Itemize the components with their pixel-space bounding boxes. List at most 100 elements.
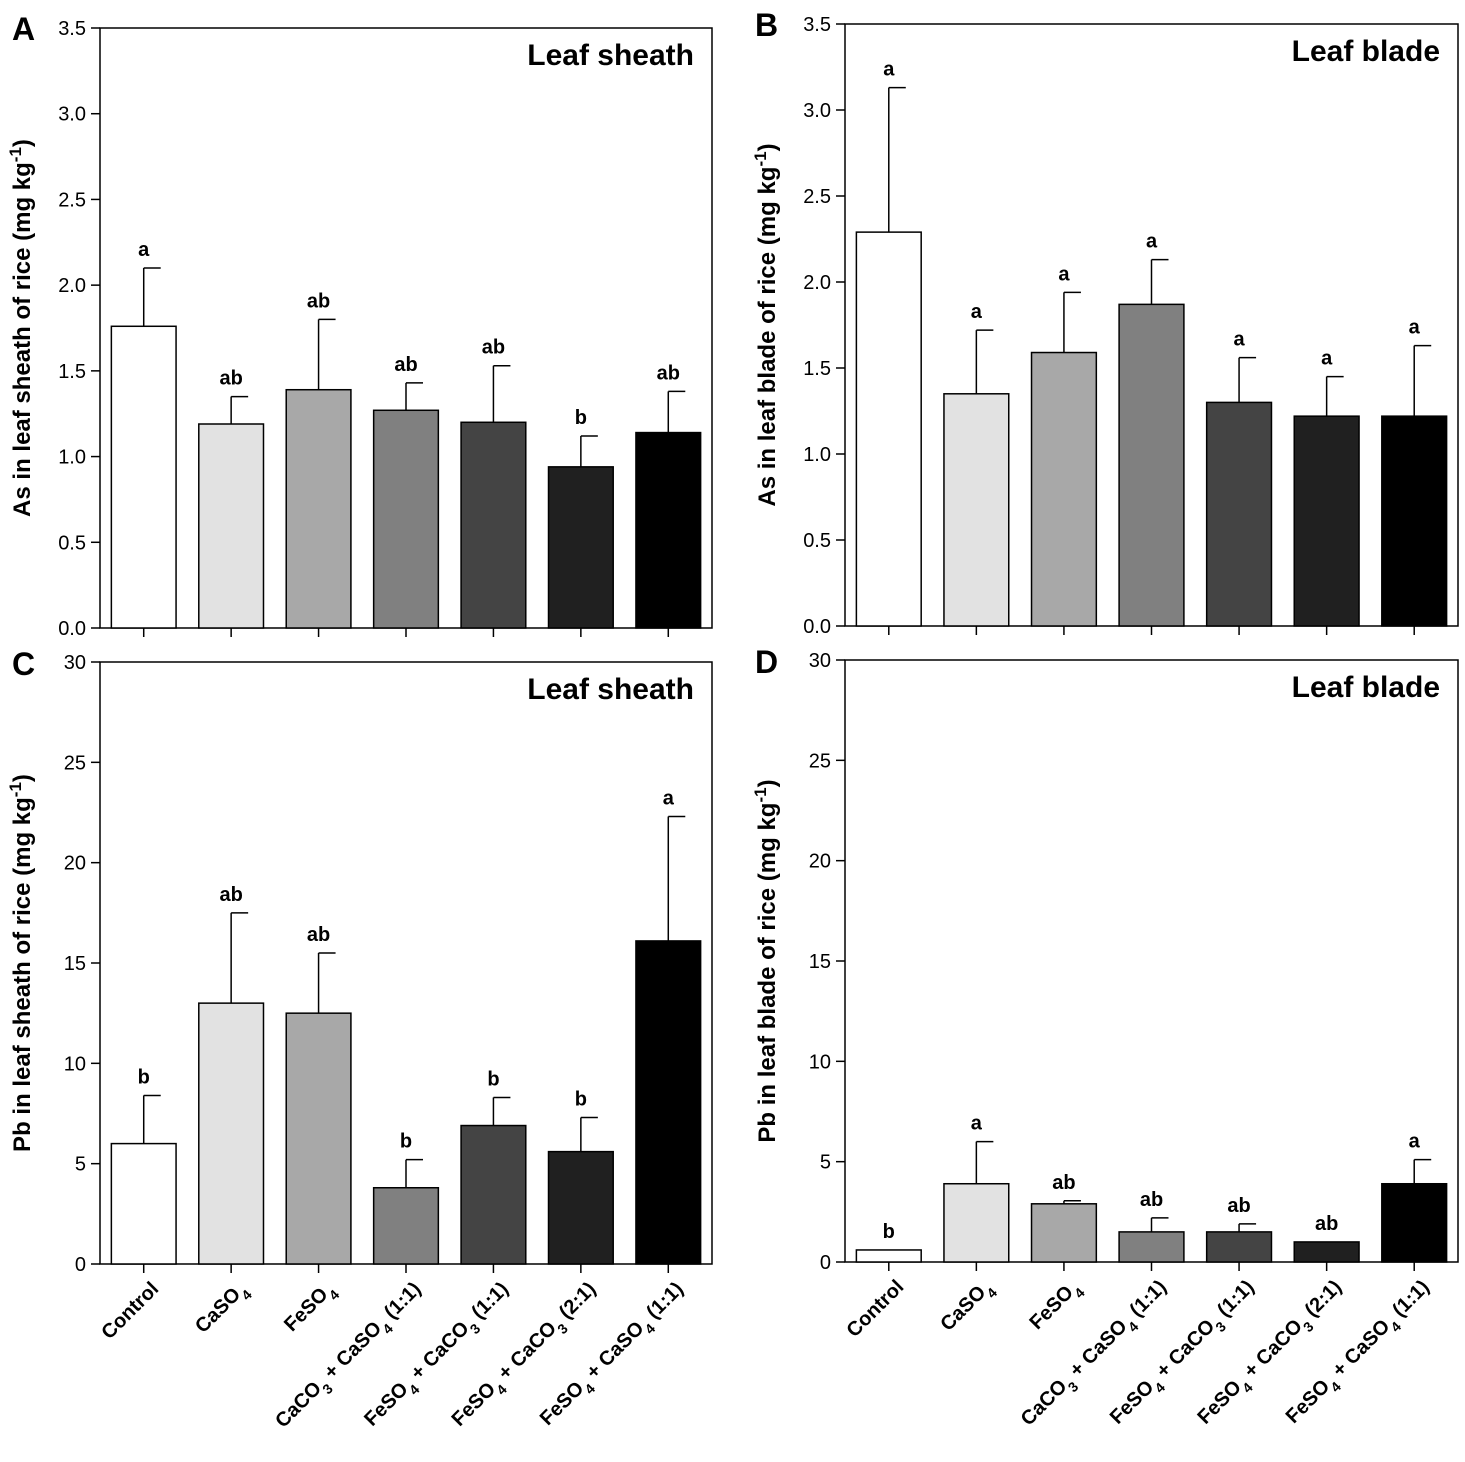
y-tick-label: 20 xyxy=(64,853,86,875)
y-tick-label: 15 xyxy=(809,951,831,973)
y-tick-label: 2.0 xyxy=(58,275,86,297)
y-tick-label: 3.0 xyxy=(58,104,86,126)
panel-letter: C xyxy=(12,646,35,682)
panel-b: 0.0 0.5 1.0 1.5 2.0 2.5 3.0 3.5 As in leaf blade… xyxy=(751,7,1459,638)
bar xyxy=(635,940,702,1265)
y-tick-label: 5 xyxy=(75,1154,86,1176)
significance-letter: ab xyxy=(307,924,330,946)
x-category-label: FeSO4 xyxy=(1025,1276,1087,1338)
y-tick-label: 0 xyxy=(75,1254,86,1276)
y-tick-label: 1.5 xyxy=(803,358,831,380)
significance-letter: a xyxy=(1321,348,1333,370)
x-category-label: FeSO4 + CaCO3 (2:1) xyxy=(448,1278,605,1435)
significance-letter: ab xyxy=(1315,1213,1338,1235)
significance-letter: a xyxy=(1234,329,1246,351)
panel-letter: A xyxy=(12,11,35,47)
y-tick-label: 15 xyxy=(64,953,86,975)
significance-letter: a xyxy=(663,788,675,810)
panel-title: Leaf blade xyxy=(1292,35,1440,68)
bar xyxy=(635,431,702,629)
x-category-label: FeSO4 + CaCO3 (1:1) xyxy=(1106,1276,1263,1433)
bar xyxy=(1293,415,1360,627)
y-tick-label: 2.5 xyxy=(58,189,86,211)
y-tick-label: 30 xyxy=(809,650,831,672)
bar xyxy=(547,466,614,629)
bar xyxy=(1118,303,1185,627)
significance-letter: a xyxy=(1409,317,1421,339)
bar xyxy=(372,409,440,629)
significance-letter: ab xyxy=(657,362,680,384)
bar xyxy=(110,325,177,629)
significance-letter: ab xyxy=(1140,1189,1163,1211)
y-tick-label: 3.0 xyxy=(803,100,831,122)
bar xyxy=(943,393,1010,627)
bar xyxy=(1205,1231,1273,1263)
y-tick-label: 2.5 xyxy=(803,186,831,208)
significance-letter: ab xyxy=(219,368,242,390)
y-tick-label: 25 xyxy=(809,750,831,772)
significance-letter: b xyxy=(400,1131,412,1153)
panel-a: 0.0 0.5 1.0 1.5 2.0 2.5 3.0 3.5 As in leaf sheat… xyxy=(6,11,713,640)
y-axis-label: As in leaf sheath of rice (mg kg-1) xyxy=(6,139,37,517)
y-tick-label: 5 xyxy=(820,1152,831,1174)
panel-title: Leaf sheath xyxy=(527,39,694,72)
panel-letter: B xyxy=(755,7,778,43)
x-category-label: FeSO4 + CaCO3 (2:1) xyxy=(1193,1276,1350,1433)
x-category-label: CaSO4 xyxy=(936,1276,1000,1340)
panel-title: Leaf blade xyxy=(1292,671,1440,704)
y-tick-label: 1.0 xyxy=(803,444,831,466)
x-category-label: CaCO3 + CaSO4 (1:1) xyxy=(1017,1276,1176,1435)
x-category-label: CaCO3 + CaSO4 (1:1) xyxy=(271,1278,430,1437)
x-category-label: FeSO4 + CaCO3 (1:1) xyxy=(360,1278,517,1435)
plot-frame xyxy=(844,659,1459,1263)
bar xyxy=(198,1002,265,1265)
y-tick-label: 0 xyxy=(820,1252,831,1274)
significance-letter: ab xyxy=(1052,1172,1075,1194)
significance-letter: a xyxy=(971,301,983,323)
x-category-label: FeSO4 + CaSO4 (1:1) xyxy=(536,1278,692,1434)
y-tick-label: 0.5 xyxy=(803,530,831,552)
significance-letter: ab xyxy=(1227,1195,1250,1217)
significance-letter: a xyxy=(1409,1131,1421,1153)
bar xyxy=(372,1186,440,1265)
significance-letter: a xyxy=(971,1113,983,1135)
significance-letter: ab xyxy=(307,290,330,312)
bar xyxy=(855,1249,922,1263)
y-tick-label: 30 xyxy=(64,652,86,674)
y-axis-label: Pb in leaf blade of rice (mg kg-1) xyxy=(751,779,782,1142)
significance-letter: ab xyxy=(219,884,242,906)
significance-letter: b xyxy=(575,407,587,429)
bar xyxy=(1381,1182,1448,1263)
bar xyxy=(460,421,527,629)
bar xyxy=(460,1124,527,1265)
x-category-label: Control xyxy=(842,1276,908,1342)
significance-letter: a xyxy=(138,239,150,261)
bar xyxy=(1205,401,1273,627)
y-axis-label: As in leaf blade of rice (mg kg-1) xyxy=(751,143,782,506)
panel-letter: D xyxy=(755,644,778,680)
bar xyxy=(285,1012,352,1265)
panel-d: 0 5 10 15 20 25 30 Pb in leaf blade of rice (mg… xyxy=(751,644,1459,1435)
x-category-label: Control xyxy=(97,1278,163,1344)
y-tick-label: 10 xyxy=(64,1053,86,1075)
significance-letter: b xyxy=(575,1089,587,1111)
significance-letter: ab xyxy=(482,337,505,359)
y-tick-label: 3.5 xyxy=(803,14,831,36)
y-tick-label: 0.0 xyxy=(803,616,831,638)
y-tick-label: 1.0 xyxy=(58,447,86,469)
bar xyxy=(1381,415,1448,627)
significance-letter: b xyxy=(487,1068,499,1090)
bar xyxy=(1030,351,1098,627)
y-tick-label: 20 xyxy=(809,851,831,873)
x-category-label: FeSO4 + CaSO4 (1:1) xyxy=(1282,1276,1438,1432)
y-tick-label: 3.5 xyxy=(58,18,86,40)
bar xyxy=(1118,1231,1185,1263)
y-tick-label: 10 xyxy=(809,1051,831,1073)
significance-letter: b xyxy=(138,1066,150,1088)
significance-letter: a xyxy=(1058,263,1070,285)
bar xyxy=(1030,1203,1098,1263)
significance-letter: ab xyxy=(394,354,417,376)
bar xyxy=(1293,1241,1360,1263)
significance-letter: b xyxy=(883,1221,895,1243)
